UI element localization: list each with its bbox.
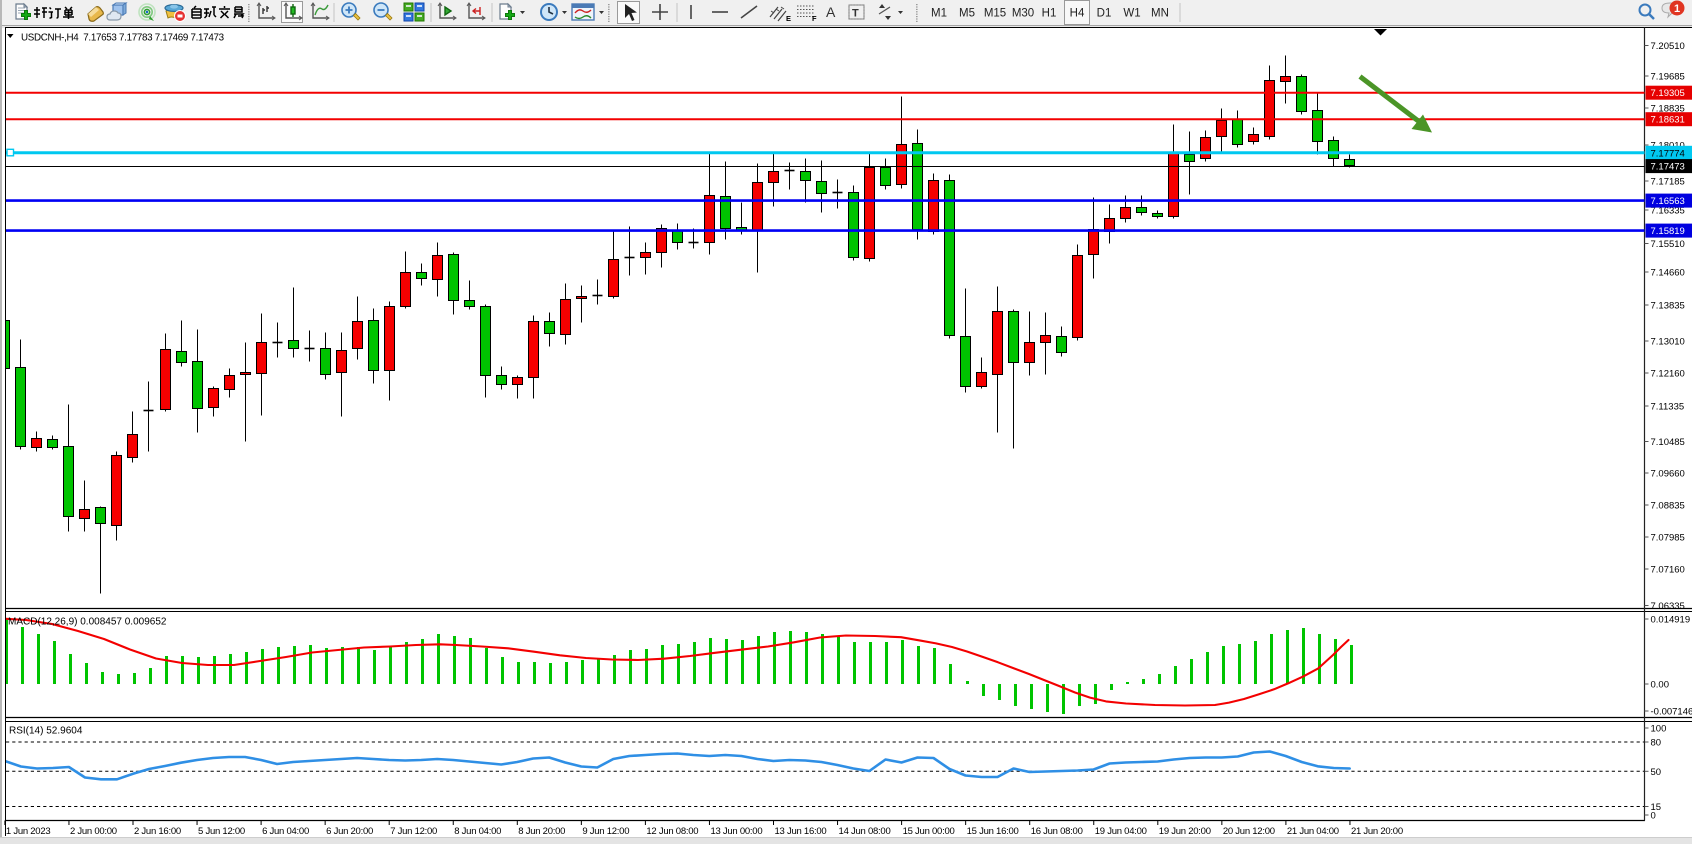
svg-text:7.15510: 7.15510 [1651,239,1685,250]
svg-text:7.17774: 7.17774 [1651,148,1685,159]
svg-text:M15: M15 [984,8,1006,20]
svg-text:7.17473: 7.17473 [1651,162,1685,173]
svg-text:7.19685: 7.19685 [1651,72,1685,83]
svg-text:8 Jun 04:00: 8 Jun 04:00 [454,826,501,837]
svg-text:W1: W1 [1123,8,1140,20]
svg-text:80: 80 [1651,738,1662,749]
svg-text:7.16563: 7.16563 [1651,196,1685,207]
svg-text:0: 0 [1651,811,1656,822]
svg-text:-0.007146: -0.007146 [1651,707,1692,718]
svg-text:7.11335: 7.11335 [1651,402,1685,413]
svg-text:15: 15 [1651,802,1662,813]
svg-text:12 Jun 08:00: 12 Jun 08:00 [646,826,698,837]
svg-text:H1: H1 [1042,8,1057,20]
svg-text:8 Jun 20:00: 8 Jun 20:00 [518,826,565,837]
svg-text:19 Jun 20:00: 19 Jun 20:00 [1159,826,1211,837]
svg-text:6 Jun 04:00: 6 Jun 04:00 [262,826,309,837]
svg-text:USDCNH-,H4 7.17653 7.17783 7.: USDCNH-,H4 7.17653 7.17783 7.17469 7.174… [21,33,225,44]
svg-text:16 Jun 08:00: 16 Jun 08:00 [1031,826,1083,837]
svg-text:0.00: 0.00 [1651,680,1670,691]
svg-text:2 Jun 00:00: 2 Jun 00:00 [70,826,117,837]
svg-text:7.15819: 7.15819 [1651,226,1685,237]
svg-text:15 Jun 00:00: 15 Jun 00:00 [903,826,955,837]
svg-text:6 Jun 20:00: 6 Jun 20:00 [326,826,373,837]
svg-text:14 Jun 08:00: 14 Jun 08:00 [839,826,891,837]
svg-text:7.17185: 7.17185 [1651,177,1685,188]
svg-text:7.06335: 7.06335 [1651,601,1685,612]
svg-text:7.16335: 7.16335 [1651,206,1685,217]
svg-text:7.07985: 7.07985 [1651,533,1685,544]
svg-text:9 Jun 12:00: 9 Jun 12:00 [582,826,629,837]
svg-text:7.20510: 7.20510 [1651,41,1685,52]
svg-text:7.13010: 7.13010 [1651,337,1685,348]
svg-text:7.18631: 7.18631 [1651,115,1685,126]
svg-text:21 Jun 04:00: 21 Jun 04:00 [1287,826,1339,837]
svg-text:0.014919: 0.014919 [1651,615,1691,626]
svg-text:D1: D1 [1097,8,1112,20]
svg-text:M30: M30 [1012,8,1034,20]
svg-text:7.14660: 7.14660 [1651,268,1685,279]
svg-text:7.10485: 7.10485 [1651,437,1685,448]
svg-text:M5: M5 [959,8,975,20]
svg-text:7.13835: 7.13835 [1651,301,1685,312]
svg-text:5 Jun 12:00: 5 Jun 12:00 [198,826,245,837]
svg-text:50: 50 [1651,767,1662,778]
svg-text:A: A [826,4,836,20]
svg-text:7.18835: 7.18835 [1651,104,1685,115]
svg-text:7.19305: 7.19305 [1651,88,1685,99]
svg-text:1: 1 [1674,3,1680,15]
svg-text:13 Jun 00:00: 13 Jun 00:00 [710,826,762,837]
svg-text:100: 100 [1651,724,1667,735]
svg-text:7.12160: 7.12160 [1651,369,1685,380]
svg-text:H4: H4 [1070,8,1085,20]
svg-text:RSI(14) 52.9604: RSI(14) 52.9604 [9,726,83,737]
svg-text:21 Jun 20:00: 21 Jun 20:00 [1351,826,1403,837]
svg-text:15 Jun 16:00: 15 Jun 16:00 [967,826,1019,837]
svg-text:7.08835: 7.08835 [1651,501,1685,512]
svg-text:F: F [812,14,817,23]
svg-text:T: T [852,8,859,20]
svg-text:13 Jun 16:00: 13 Jun 16:00 [775,826,827,837]
svg-text:2 Jun 16:00: 2 Jun 16:00 [134,826,181,837]
svg-text:20 Jun 12:00: 20 Jun 12:00 [1223,826,1275,837]
svg-text:1 Jun 2023: 1 Jun 2023 [6,826,51,837]
svg-text:MN: MN [1151,8,1169,20]
svg-text:7 Jun 12:00: 7 Jun 12:00 [390,826,437,837]
svg-text:7.09660: 7.09660 [1651,469,1685,480]
svg-text:MACD(12,26,9) 0.008457 0.00965: MACD(12,26,9) 0.008457 0.009652 [8,617,167,628]
svg-text:19 Jun 04:00: 19 Jun 04:00 [1095,826,1147,837]
svg-text:M1: M1 [931,8,947,20]
svg-text:7.07160: 7.07160 [1651,565,1685,576]
svg-text:E: E [786,14,791,23]
